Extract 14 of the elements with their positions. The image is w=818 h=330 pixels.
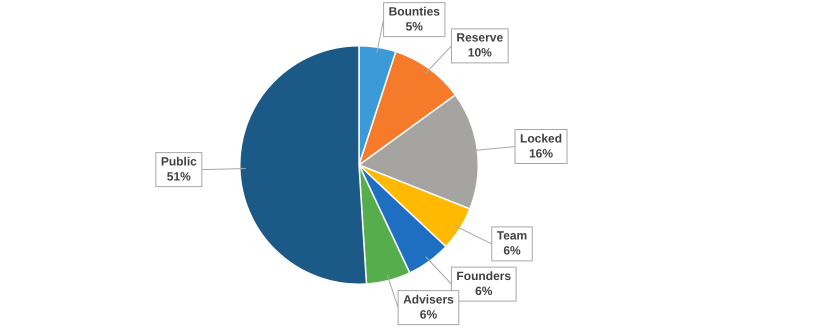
data-label: 10%: [468, 46, 492, 60]
slice-label: Bounties: [388, 4, 440, 18]
slice-label: Public: [160, 154, 198, 168]
slice-label: Team: [496, 228, 528, 243]
data-label: 6%: [420, 307, 438, 322]
data-label: 6%: [503, 244, 521, 258]
slice-label: Founders: [456, 268, 512, 283]
slice-label: Reserve: [456, 30, 504, 45]
data-label: 51%: [166, 169, 192, 184]
data-label: 16%: [529, 146, 554, 160]
data-label: 5%: [406, 19, 424, 34]
slice-label: Advisers: [403, 292, 454, 306]
slice-label: Locked: [520, 131, 562, 146]
data-label: 6%: [475, 284, 493, 298]
